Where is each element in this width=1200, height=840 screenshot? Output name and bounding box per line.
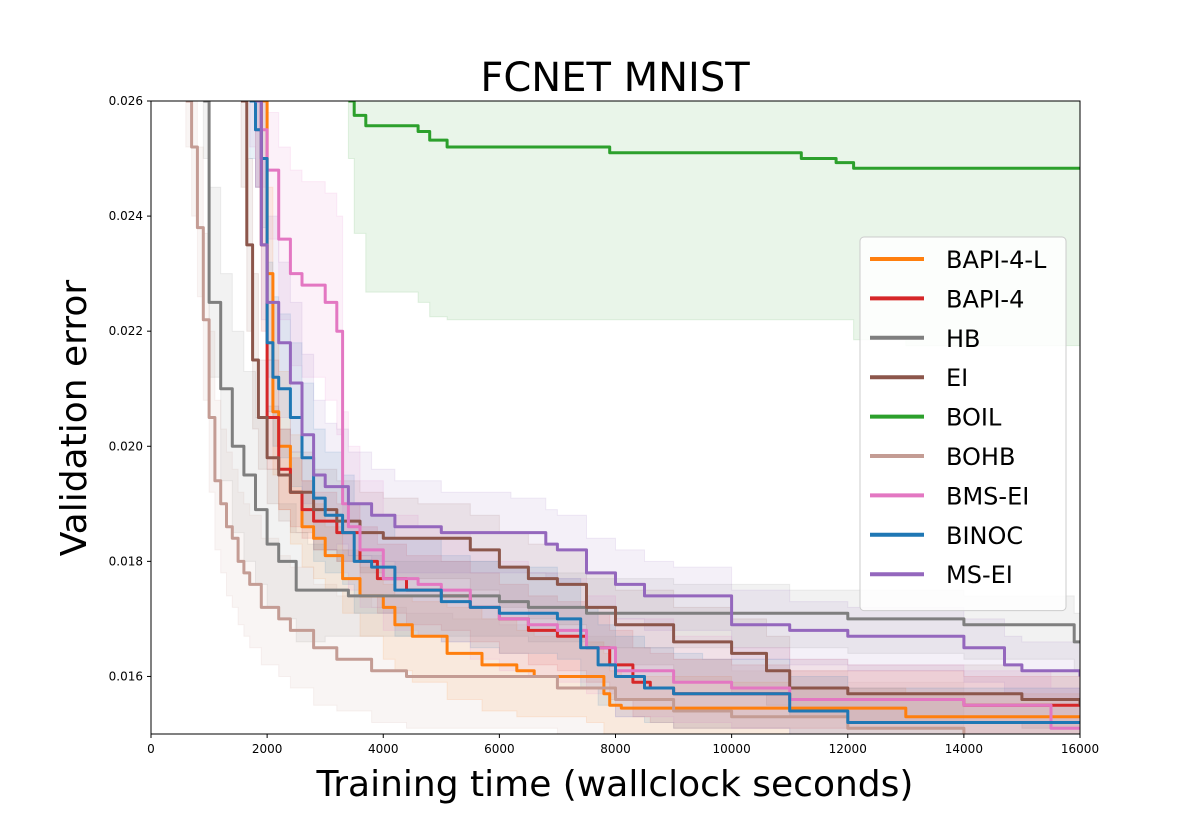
x-axis-title: Training time (wallclock seconds) (316, 764, 914, 805)
legend-box (859, 236, 1067, 612)
y-tick-label: 0.020 (109, 439, 143, 453)
series-line-bms-ei (249, 101, 1080, 730)
y-axis-title: Validation error (54, 280, 95, 557)
legend-label-bohb: BOHB (946, 443, 1015, 471)
y-axis: 0.016 0.018 0.020 0.022 0.024 0.026 (109, 94, 151, 683)
series-line-ms-ei (255, 101, 1080, 677)
legend-label-ms-ei: MS-EI (946, 561, 1013, 589)
legend-label-binoc: BINOC (946, 522, 1023, 550)
x-tick-label: 4000 (368, 742, 399, 756)
series-line-hb (203, 101, 1080, 644)
y-tick-label: 0.018 (109, 554, 143, 568)
legend: BAPI-4-L BAPI-4 HB EI BOIL BOHB BMS-EI BINOC MS-… (859, 236, 1067, 612)
legend-label-hb: HB (946, 325, 981, 353)
band-ms-ei (255, 101, 1080, 706)
x-axis: 0 2000 4000 6000 8000 10000 12000 14000 16000 (147, 734, 1099, 756)
legend-label-bapi-4-l: BAPI-4-L (946, 246, 1047, 274)
x-tick-label: 8000 (600, 742, 631, 756)
legend-label-ei: EI (946, 364, 968, 392)
series-line-boil (348, 101, 1080, 170)
series-line-binoc (249, 101, 1080, 724)
x-tick-label: 6000 (484, 742, 515, 756)
series-line-bohb (185, 101, 966, 734)
x-tick-label: 16000 (1061, 742, 1099, 756)
series-line-ei (241, 101, 1080, 706)
y-tick-label: 0.026 (109, 94, 143, 108)
x-tick-label: 0 (147, 742, 155, 756)
series-lines (185, 101, 1080, 734)
legend-label-bapi-4: BAPI-4 (946, 285, 1024, 313)
y-tick-label: 0.024 (109, 209, 143, 223)
chart-title: FCNET MNIST (480, 55, 750, 101)
y-tick-label: 0.016 (109, 669, 143, 683)
band-bohb (185, 101, 965, 734)
band-binoc (249, 101, 1080, 734)
x-tick-label: 12000 (829, 742, 867, 756)
x-tick-label: 10000 (713, 742, 751, 756)
x-tick-label: 14000 (945, 742, 983, 756)
legend-label-bms-ei: BMS-EI (946, 482, 1029, 510)
y-tick-label: 0.022 (109, 324, 143, 338)
x-tick-label: 2000 (252, 742, 283, 756)
legend-label-boil: BOIL (946, 404, 1002, 432)
